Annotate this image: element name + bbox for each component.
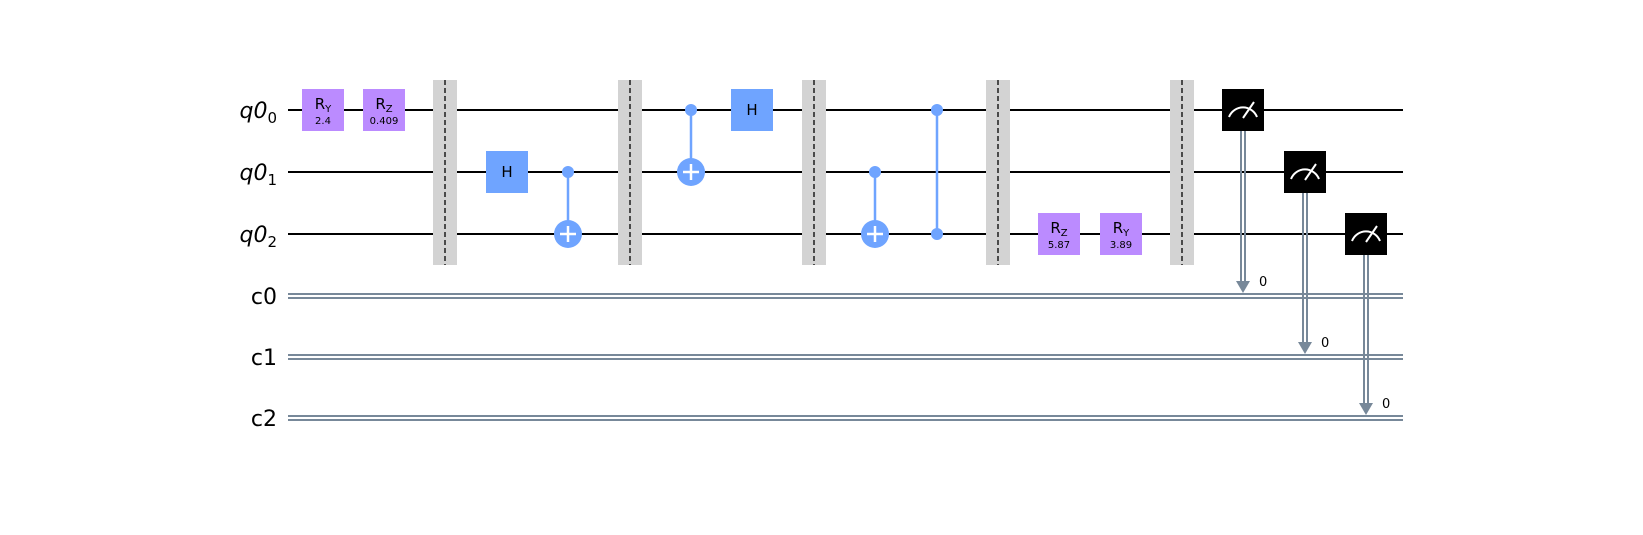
control-dot (562, 166, 574, 178)
meter-needle-icon (1365, 225, 1378, 243)
gate-box (1038, 213, 1080, 255)
control-dot (869, 166, 881, 178)
gate-name: RZ (375, 95, 392, 115)
qubit-label: q00 (239, 99, 277, 127)
cnot-gate (677, 104, 705, 186)
control-dot (931, 228, 943, 240)
rotation-gate: RZ5.87 (1038, 213, 1080, 255)
clbit-label: c0 (251, 285, 277, 310)
measure-arrow (1236, 281, 1250, 293)
measure-bit-label: 0 (1259, 275, 1267, 290)
gate-name: H (501, 163, 512, 181)
measure-arrow (1359, 403, 1373, 415)
gate-name: RY (1113, 219, 1130, 239)
gate-box (363, 89, 405, 131)
barrier (986, 80, 1010, 265)
meter-arc-icon (1290, 168, 1320, 180)
gate-name-sub: Z (386, 104, 393, 115)
qubit-label-index: 1 (267, 171, 277, 189)
gate-name-main: R (375, 95, 385, 113)
qubit-label: q01 (239, 161, 277, 189)
qubit-label-index: 0 (267, 109, 277, 127)
meter-needle-icon (1304, 163, 1317, 181)
measure-box (1345, 213, 1387, 255)
gate-box (302, 89, 344, 131)
barrier (802, 80, 826, 265)
gate-name-sub: Y (324, 104, 332, 115)
gate-box (486, 151, 528, 193)
qubit-label-base: q0 (239, 161, 267, 186)
wires-layer (288, 109, 1403, 421)
rotation-gate: RY3.89 (1100, 213, 1142, 255)
barrier (618, 80, 642, 265)
gate-param: 3.89 (1110, 240, 1132, 251)
gate-param: 5.87 (1048, 240, 1070, 251)
gate-param: 0.409 (370, 116, 399, 127)
h-gate: H (486, 151, 528, 193)
barrier (433, 80, 457, 265)
gate-param: 2.4 (315, 116, 331, 127)
barrier (1170, 80, 1194, 265)
gate-name: RY (315, 95, 332, 115)
measure-bit-label: 0 (1382, 397, 1390, 412)
control-dot (685, 104, 697, 116)
gate-name-main: R (315, 95, 325, 113)
meter-arc-icon (1351, 230, 1381, 242)
gate-name-main: R (1113, 219, 1123, 237)
gate-box (1100, 213, 1142, 255)
clbit-label: c2 (251, 407, 277, 432)
gate-box (731, 89, 773, 131)
measure-gate: 0 (1345, 213, 1390, 415)
qubit-label-base: q0 (239, 223, 267, 248)
gate-name: H (746, 101, 757, 119)
gate-name-sub: Z (1061, 228, 1068, 239)
measure-gate: 0 (1284, 151, 1329, 354)
h-gate: H (731, 89, 773, 131)
cz-gate (931, 104, 943, 240)
measure-gate: 0 (1222, 89, 1267, 293)
clbit-label: c1 (251, 346, 277, 371)
control-dot (931, 104, 943, 116)
gate-name-sub: Y (1122, 228, 1130, 239)
qubit-label: q02 (239, 223, 277, 251)
measure-arrow (1298, 342, 1312, 354)
qubit-label-base: q0 (239, 99, 267, 124)
meter-arc-icon (1228, 106, 1258, 118)
measure-box (1222, 89, 1264, 131)
rotation-gate: RZ0.409 (363, 89, 405, 131)
meter-needle-icon (1242, 101, 1255, 119)
qubit-label-index: 2 (267, 233, 277, 251)
measure-bit-label: 0 (1321, 336, 1329, 351)
gate-name-main: R (1050, 219, 1060, 237)
gate-name: RZ (1050, 219, 1067, 239)
measure-box (1284, 151, 1326, 193)
cnot-gate (861, 166, 889, 248)
rotation-gate: RY2.4 (302, 89, 344, 131)
cnot-gate (554, 166, 582, 248)
